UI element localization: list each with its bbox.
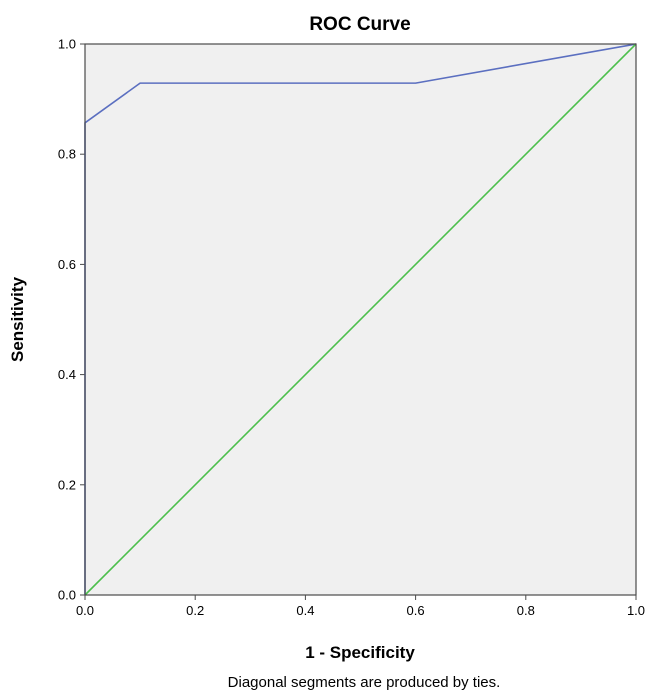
x-axis-ticks: 0.0 0.2 0.4 0.6 0.8 1.0 — [76, 595, 645, 618]
x-tick-label: 0.4 — [296, 603, 314, 618]
chart-title: ROC Curve — [309, 14, 410, 35]
y-tick-label: 0.2 — [58, 477, 76, 492]
y-axis-label: Sensitivity — [8, 276, 27, 362]
y-tick-label: 0.6 — [58, 257, 76, 272]
x-tick-label: 0.6 — [407, 603, 425, 618]
plot-frame — [84, 43, 637, 596]
x-axis-label: 1 - Specificity — [305, 643, 415, 662]
y-tick-label: 0.8 — [58, 147, 76, 162]
x-tick-label: 0.2 — [186, 603, 204, 618]
y-tick-label: 0.4 — [58, 367, 76, 382]
chart-footnote: Diagonal segments are produced by ties. — [228, 674, 501, 691]
x-tick-label: 0.0 — [76, 603, 94, 618]
y-tick-label: 0.0 — [58, 588, 76, 603]
y-axis-ticks: 0.0 0.2 0.4 0.6 0.8 1.0 — [58, 37, 85, 603]
series-line-1 — [84, 43, 637, 596]
y-tick-label: 1.0 — [58, 37, 76, 52]
x-tick-label: 1.0 — [627, 603, 645, 618]
x-tick-label: 0.8 — [517, 603, 535, 618]
